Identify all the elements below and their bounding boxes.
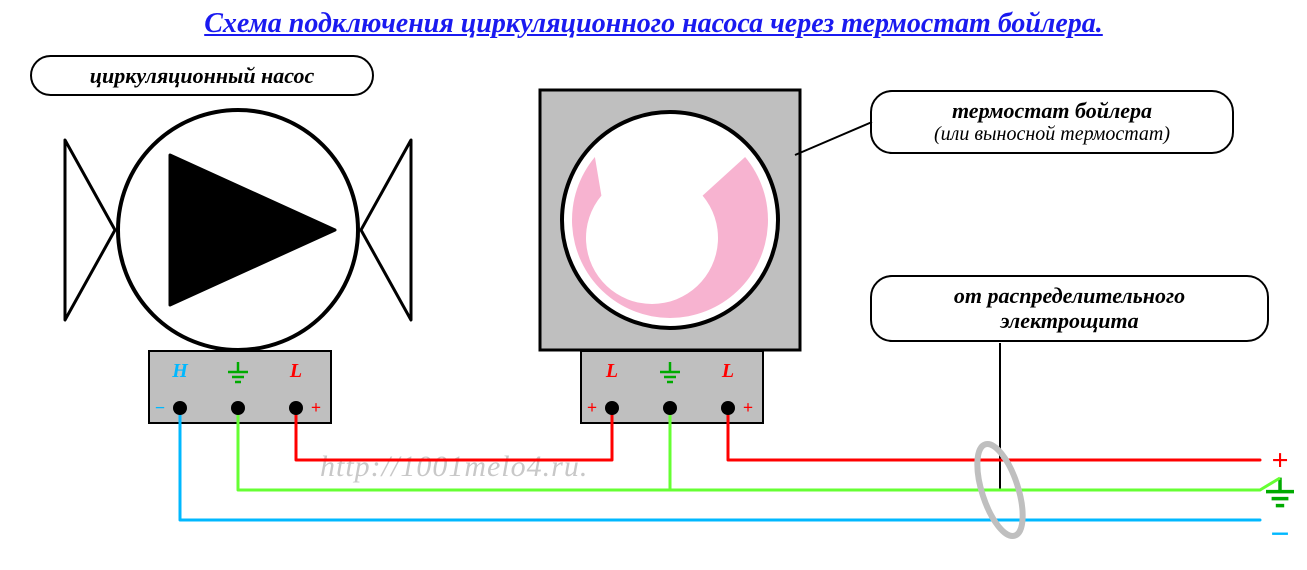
terminal-polarity: +	[743, 398, 753, 419]
terminal-dot	[289, 401, 303, 415]
terminal-label: L	[606, 360, 618, 383]
terminal-dot	[663, 401, 677, 415]
terminal-label: H	[172, 360, 188, 383]
terminal-polarity: +	[587, 398, 597, 419]
terminal-dot	[173, 401, 187, 415]
terminal-dot	[605, 401, 619, 415]
terminal-label: L	[290, 360, 302, 383]
svg-text:−: −	[1270, 516, 1289, 553]
terminal-dot	[231, 401, 245, 415]
terminal-label: L	[722, 360, 734, 383]
terminal-polarity: +	[311, 398, 321, 419]
svg-text:+: +	[1271, 444, 1288, 477]
terminal-dot	[721, 401, 735, 415]
terminal-polarity: −	[155, 398, 165, 419]
diagram-svg: +−	[0, 0, 1307, 570]
